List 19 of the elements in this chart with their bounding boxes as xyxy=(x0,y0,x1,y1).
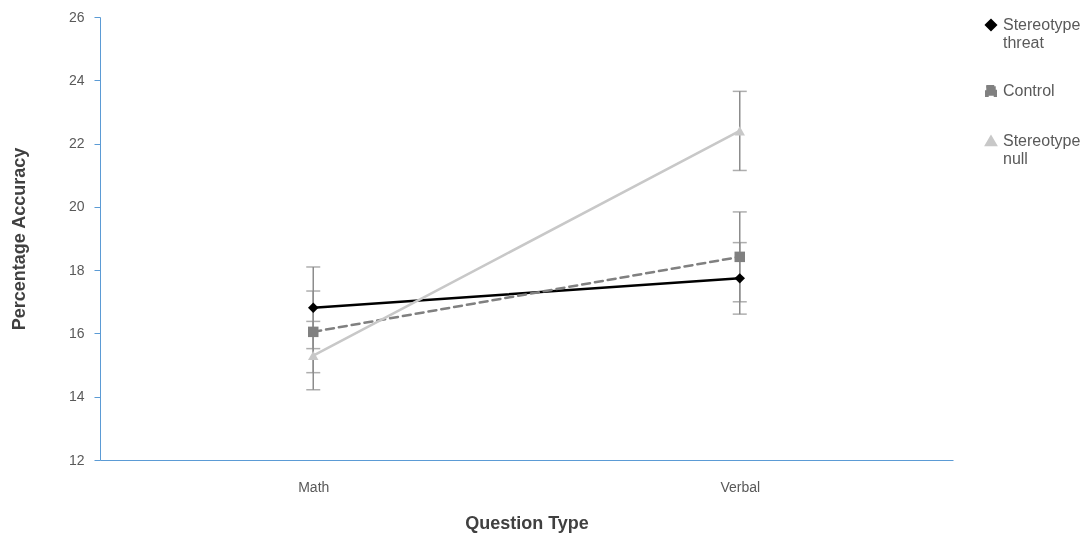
x-axis-title: Question Type xyxy=(465,512,589,533)
y-tick-label: 16 xyxy=(68,324,85,341)
legend-label: Stereotype threat xyxy=(1003,16,1081,51)
legend-label: Stereotype null xyxy=(1003,132,1081,167)
legend-label: Control xyxy=(1003,82,1055,99)
x-tick-label: Verbal xyxy=(720,478,761,495)
y-tick-label: 20 xyxy=(68,198,85,215)
point xyxy=(308,326,319,338)
point xyxy=(734,251,745,263)
point xyxy=(734,273,745,284)
y-axis-title: Percentage Accuracy xyxy=(8,147,29,331)
point xyxy=(308,302,319,314)
y-tick-label: 12 xyxy=(68,451,85,468)
y-tick-label: 26 xyxy=(68,8,85,25)
y-tick-label: 24 xyxy=(68,71,85,88)
y-tick-label: 18 xyxy=(68,261,85,278)
y-tick-label: 14 xyxy=(68,388,85,405)
y-tick-label: 22 xyxy=(68,135,85,152)
x-tick-label: Math xyxy=(298,478,330,495)
